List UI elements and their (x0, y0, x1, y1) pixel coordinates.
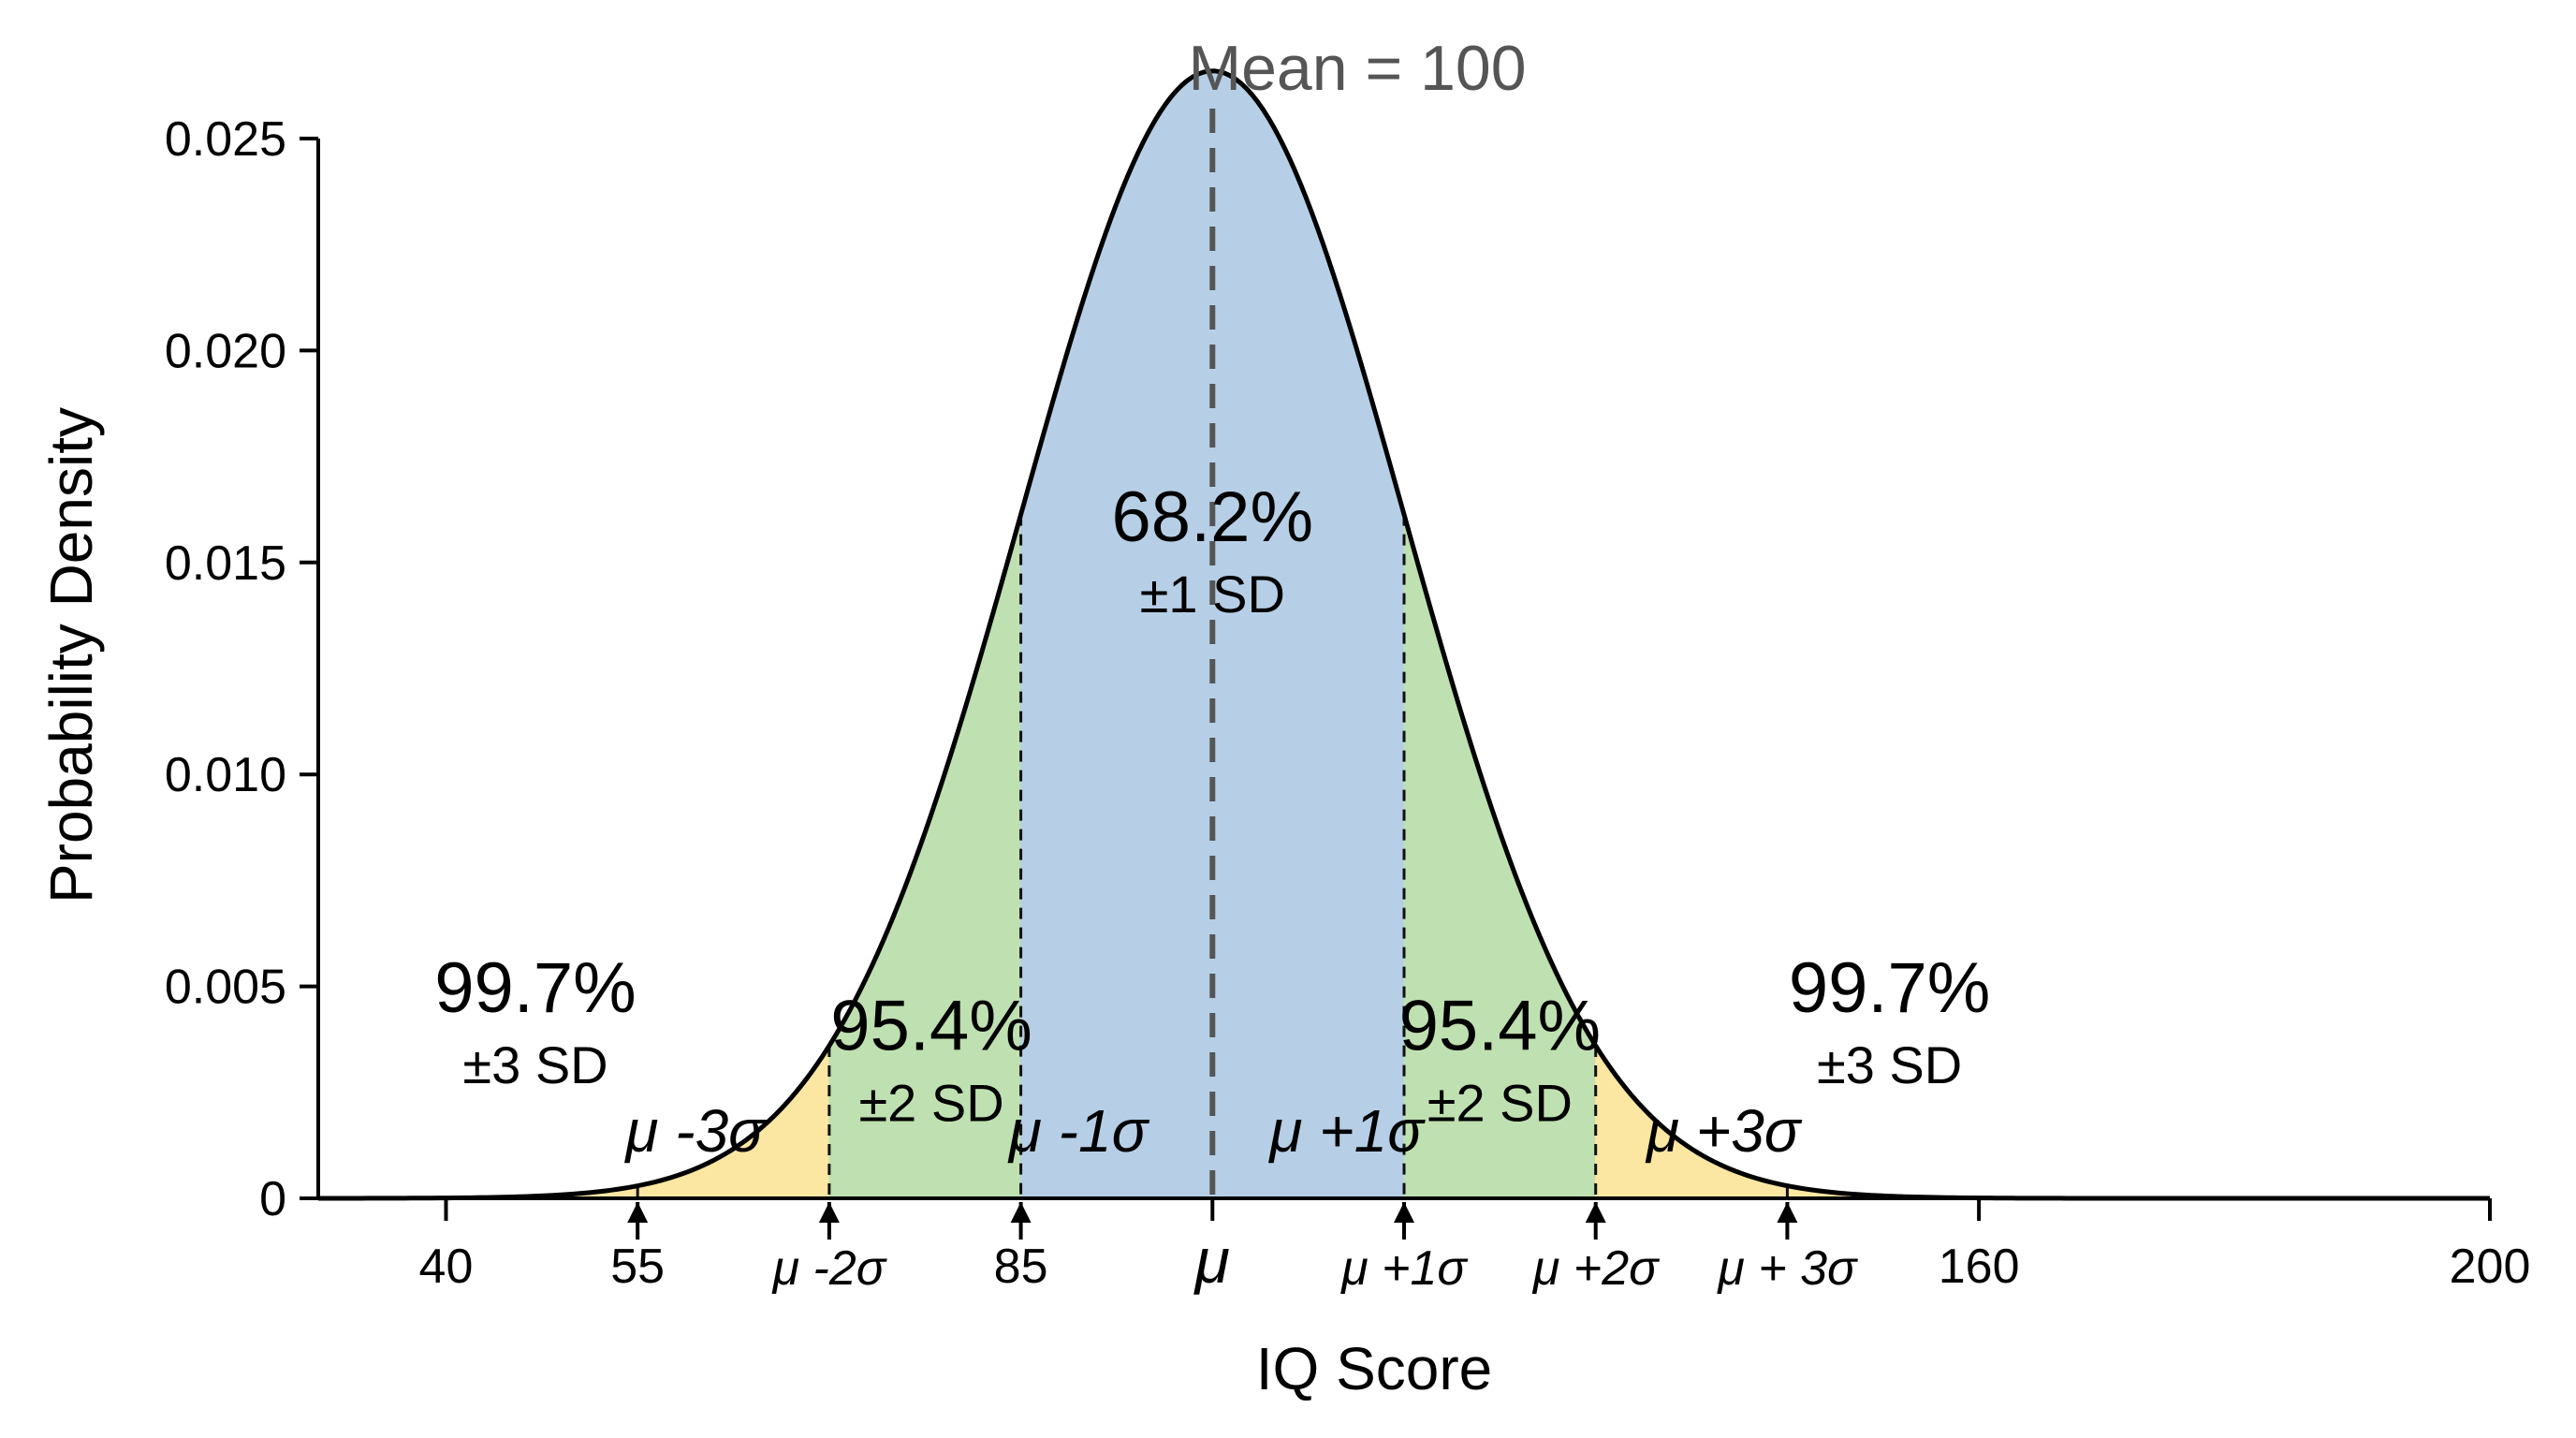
x-tick-label: 55 (610, 1240, 665, 1294)
percent-label-right-99: 99.7% (1789, 948, 1991, 1028)
axes: 0 0.005 0.010 0.015 0.020 0.025 40 55 μ -2σ 85 μ μ … (165, 112, 2531, 1297)
percent-label-left-99: 99.7% (434, 948, 637, 1028)
annotation-labels: 99.7% ±3 SD 95.4% ±2 SD 68.2% ±1 SD 95.4% ±2 SD… (434, 477, 1990, 1165)
x-tick-arrow-head-7 (1777, 1202, 1798, 1223)
x-tick-arrow-head-6 (1585, 1202, 1606, 1223)
x-tick-label: μ +1σ (1339, 1241, 1468, 1296)
region-sigma-label-0: μ -3σ (623, 1097, 767, 1165)
percent-label-right-95: 95.4% (1399, 987, 1602, 1066)
y-axis-title: Probability Density (37, 407, 105, 903)
mean-label: Mean = 100 (1188, 33, 1526, 104)
x-tick-label: 85 (994, 1240, 1048, 1294)
x-tick-arrow-head-2 (818, 1202, 840, 1223)
region-sigma-label-3: μ +3σ (1645, 1097, 1803, 1165)
sd-label-right-99: ±3 SD (1817, 1035, 1962, 1094)
x-tick-label: μ + 3σ (1716, 1241, 1858, 1296)
sd-label-left-99: ±3 SD (462, 1035, 607, 1094)
x-tick-label: 40 (419, 1240, 474, 1294)
percent-label-center-68: 68.2% (1112, 477, 1314, 557)
y-tick-label: 0.005 (165, 961, 286, 1015)
x-tick-arrow-head-1 (627, 1202, 649, 1223)
region-sigma-label-1: μ -1σ (1007, 1097, 1150, 1165)
region-sigma-label-2: μ +1σ (1267, 1097, 1426, 1165)
y-tick-label: 0.010 (165, 748, 286, 802)
y-tick-label: 0.025 (165, 112, 286, 167)
y-tick-label: 0.015 (165, 536, 286, 591)
sd-label-right-95: ±2 SD (1427, 1074, 1573, 1133)
x-tick-label: 200 (2450, 1240, 2531, 1294)
x-tick-label: μ (1193, 1225, 1230, 1297)
x-tick-label: μ -2σ (771, 1241, 887, 1296)
x-tick-label: μ +2σ (1531, 1241, 1660, 1296)
x-tick-arrow-head-3 (1010, 1202, 1032, 1223)
x-axis-title: IQ Score (1256, 1335, 1493, 1402)
sd-label-center-68: ±1 SD (1140, 565, 1285, 624)
y-tick-label: 0 (259, 1172, 286, 1226)
x-tick-arrow-head-5 (1394, 1202, 1414, 1223)
percent-label-left-95: 95.4% (830, 987, 1032, 1066)
sd-label-left-95: ±2 SD (858, 1074, 1003, 1133)
y-tick-label: 0.020 (165, 324, 286, 378)
x-tick-label: 160 (1939, 1240, 2020, 1294)
